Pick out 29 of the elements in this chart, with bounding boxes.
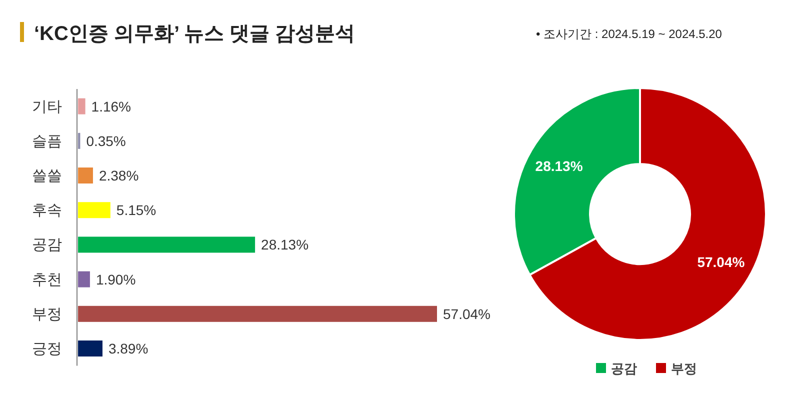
- y-tick-label: 부정: [32, 306, 62, 323]
- bar: [78, 306, 437, 322]
- y-tick-label: 쓸쓸: [32, 168, 62, 184]
- y-tick-label: 후속: [32, 202, 62, 220]
- bar: [78, 236, 256, 253]
- legend-label: 부정: [671, 361, 697, 376]
- data-label: 5.15%: [116, 202, 156, 218]
- y-tick-label: 추천: [32, 271, 62, 288]
- data-label: 1.16%: [91, 98, 132, 114]
- bar: [78, 271, 90, 288]
- data-label: 3.89%: [108, 340, 148, 356]
- bar: [78, 340, 102, 356]
- data-label: 57.04%: [443, 306, 490, 322]
- bar: [78, 168, 93, 184]
- bar: [78, 202, 110, 218]
- y-tick-label: 긍정: [32, 340, 62, 358]
- y-tick-label: 슬픔: [32, 132, 62, 150]
- data-label: 28.13%: [535, 158, 584, 174]
- bar: [78, 98, 86, 114]
- data-label: 0.35%: [86, 132, 126, 149]
- y-tick-label: 공감: [32, 236, 62, 254]
- chart-title: ‘KC인증 의무화’ 뉴스 댓글 감성분석: [34, 23, 356, 45]
- data-label: 57.04%: [697, 254, 746, 270]
- y-tick-label: 기타: [32, 98, 62, 116]
- data-label: 28.13%: [261, 236, 309, 253]
- text: • 조사기간 : 2024.5.19 ~ 2024.5.20: [536, 27, 722, 41]
- data-label: 2.38%: [98, 168, 139, 184]
- legend-label: 공감: [611, 361, 637, 376]
- data-label: 1.90%: [96, 271, 136, 288]
